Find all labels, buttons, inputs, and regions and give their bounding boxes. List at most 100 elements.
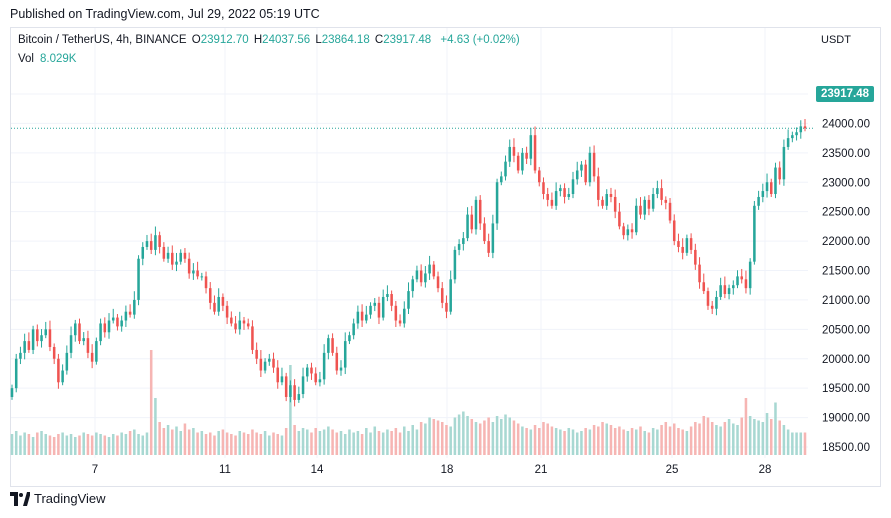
volume-bar	[782, 425, 786, 455]
candle-body	[149, 241, 153, 250]
volume-bar	[314, 428, 317, 455]
candle-body	[504, 161, 507, 177]
volume-bar	[715, 425, 718, 455]
volume-bar	[10, 434, 14, 455]
candle-body	[525, 152, 528, 159]
candle-body	[318, 379, 322, 383]
volume-bar	[95, 432, 98, 455]
volume-bar	[137, 434, 140, 455]
candle-body	[546, 194, 549, 200]
candle-body	[597, 176, 600, 200]
y-tick-label: 22500.00	[822, 207, 870, 219]
volume-bar	[478, 423, 482, 455]
candle-body	[512, 146, 516, 156]
volume-bar	[748, 416, 752, 455]
candle-body	[103, 323, 107, 333]
volume-bar	[179, 431, 182, 455]
candle-body	[478, 199, 482, 224]
volume-bar	[293, 425, 296, 455]
candle-body	[736, 276, 739, 286]
volume-bar	[390, 431, 393, 455]
volume-bar	[487, 417, 490, 455]
volume-bar	[694, 422, 697, 455]
candle-body	[803, 126, 807, 129]
candle-body	[508, 146, 511, 162]
candle-body	[457, 244, 461, 250]
volume-bar	[512, 420, 516, 455]
candle-body	[559, 188, 562, 192]
volume-bar	[559, 429, 562, 455]
candles	[10, 118, 807, 407]
candle-body	[529, 135, 533, 159]
volume-bar	[668, 426, 672, 455]
volume-bar	[27, 434, 31, 455]
volume-bar	[116, 435, 119, 455]
candle-body	[415, 270, 419, 280]
candle-body	[719, 285, 722, 297]
candle-body	[732, 285, 735, 289]
last-price-badge: 23917.48	[816, 86, 874, 102]
volume-bar	[403, 426, 406, 455]
candle-body	[584, 164, 587, 183]
volume-bar	[331, 429, 334, 455]
volume-bar	[727, 419, 731, 455]
candle-body	[656, 188, 659, 195]
volume-bar	[192, 428, 195, 455]
volume-bar	[609, 425, 613, 455]
volume-bar	[86, 434, 90, 455]
footer-brand[interactable]: TradingView	[10, 491, 106, 506]
volume-bar	[128, 431, 132, 455]
candle-body	[609, 194, 613, 197]
candle-body	[27, 341, 31, 350]
candle-body	[141, 246, 145, 259]
candle-body	[23, 341, 26, 353]
candle-body	[360, 311, 364, 321]
volume-bar	[799, 432, 803, 455]
candle-body	[571, 179, 575, 195]
legend: Bitcoin / TetherUS, 4h, BINANCE O23912.7…	[18, 34, 520, 46]
volume-bar	[588, 429, 592, 455]
candle-body	[10, 388, 14, 397]
candle-body	[111, 317, 115, 321]
candle-body	[601, 199, 604, 206]
candle-body	[322, 352, 326, 380]
candle-body	[710, 305, 714, 309]
volume-bar	[242, 432, 246, 455]
volume-bar	[626, 431, 630, 455]
candle-body	[483, 223, 486, 242]
candle-body	[208, 288, 212, 303]
x-tick-label: 25	[666, 464, 679, 476]
volume-bar	[769, 419, 773, 455]
candle-body	[474, 199, 478, 230]
volume-bar	[352, 432, 355, 455]
candle-body	[592, 152, 596, 177]
volume-bar	[462, 411, 465, 455]
volume-bar	[276, 434, 280, 455]
candle-body	[419, 270, 423, 283]
vol-value: 8.029K	[40, 53, 77, 65]
volume-bar	[394, 428, 398, 455]
candle-body	[466, 214, 469, 239]
volume-bar	[208, 432, 212, 455]
candle-body	[348, 335, 351, 342]
candle-body	[698, 264, 701, 283]
candle-body	[263, 361, 267, 371]
volume-bar	[474, 422, 478, 455]
y-tick-label: 21000.00	[822, 295, 870, 307]
volume-bar	[154, 398, 157, 455]
volume-bar	[103, 435, 107, 455]
volume-bar	[647, 432, 651, 455]
volume-bar	[133, 429, 136, 455]
volume-bar	[187, 429, 191, 455]
candle-body	[314, 373, 317, 383]
volume-bar	[495, 416, 499, 455]
volume-bar	[672, 423, 676, 455]
volume-bar	[791, 432, 794, 455]
y-tick-label: 23000.00	[822, 177, 870, 189]
candle-body	[259, 358, 263, 371]
candle-body	[567, 194, 571, 197]
candle-body	[57, 358, 60, 383]
close-label: C	[374, 34, 384, 46]
candle-body	[40, 335, 43, 342]
